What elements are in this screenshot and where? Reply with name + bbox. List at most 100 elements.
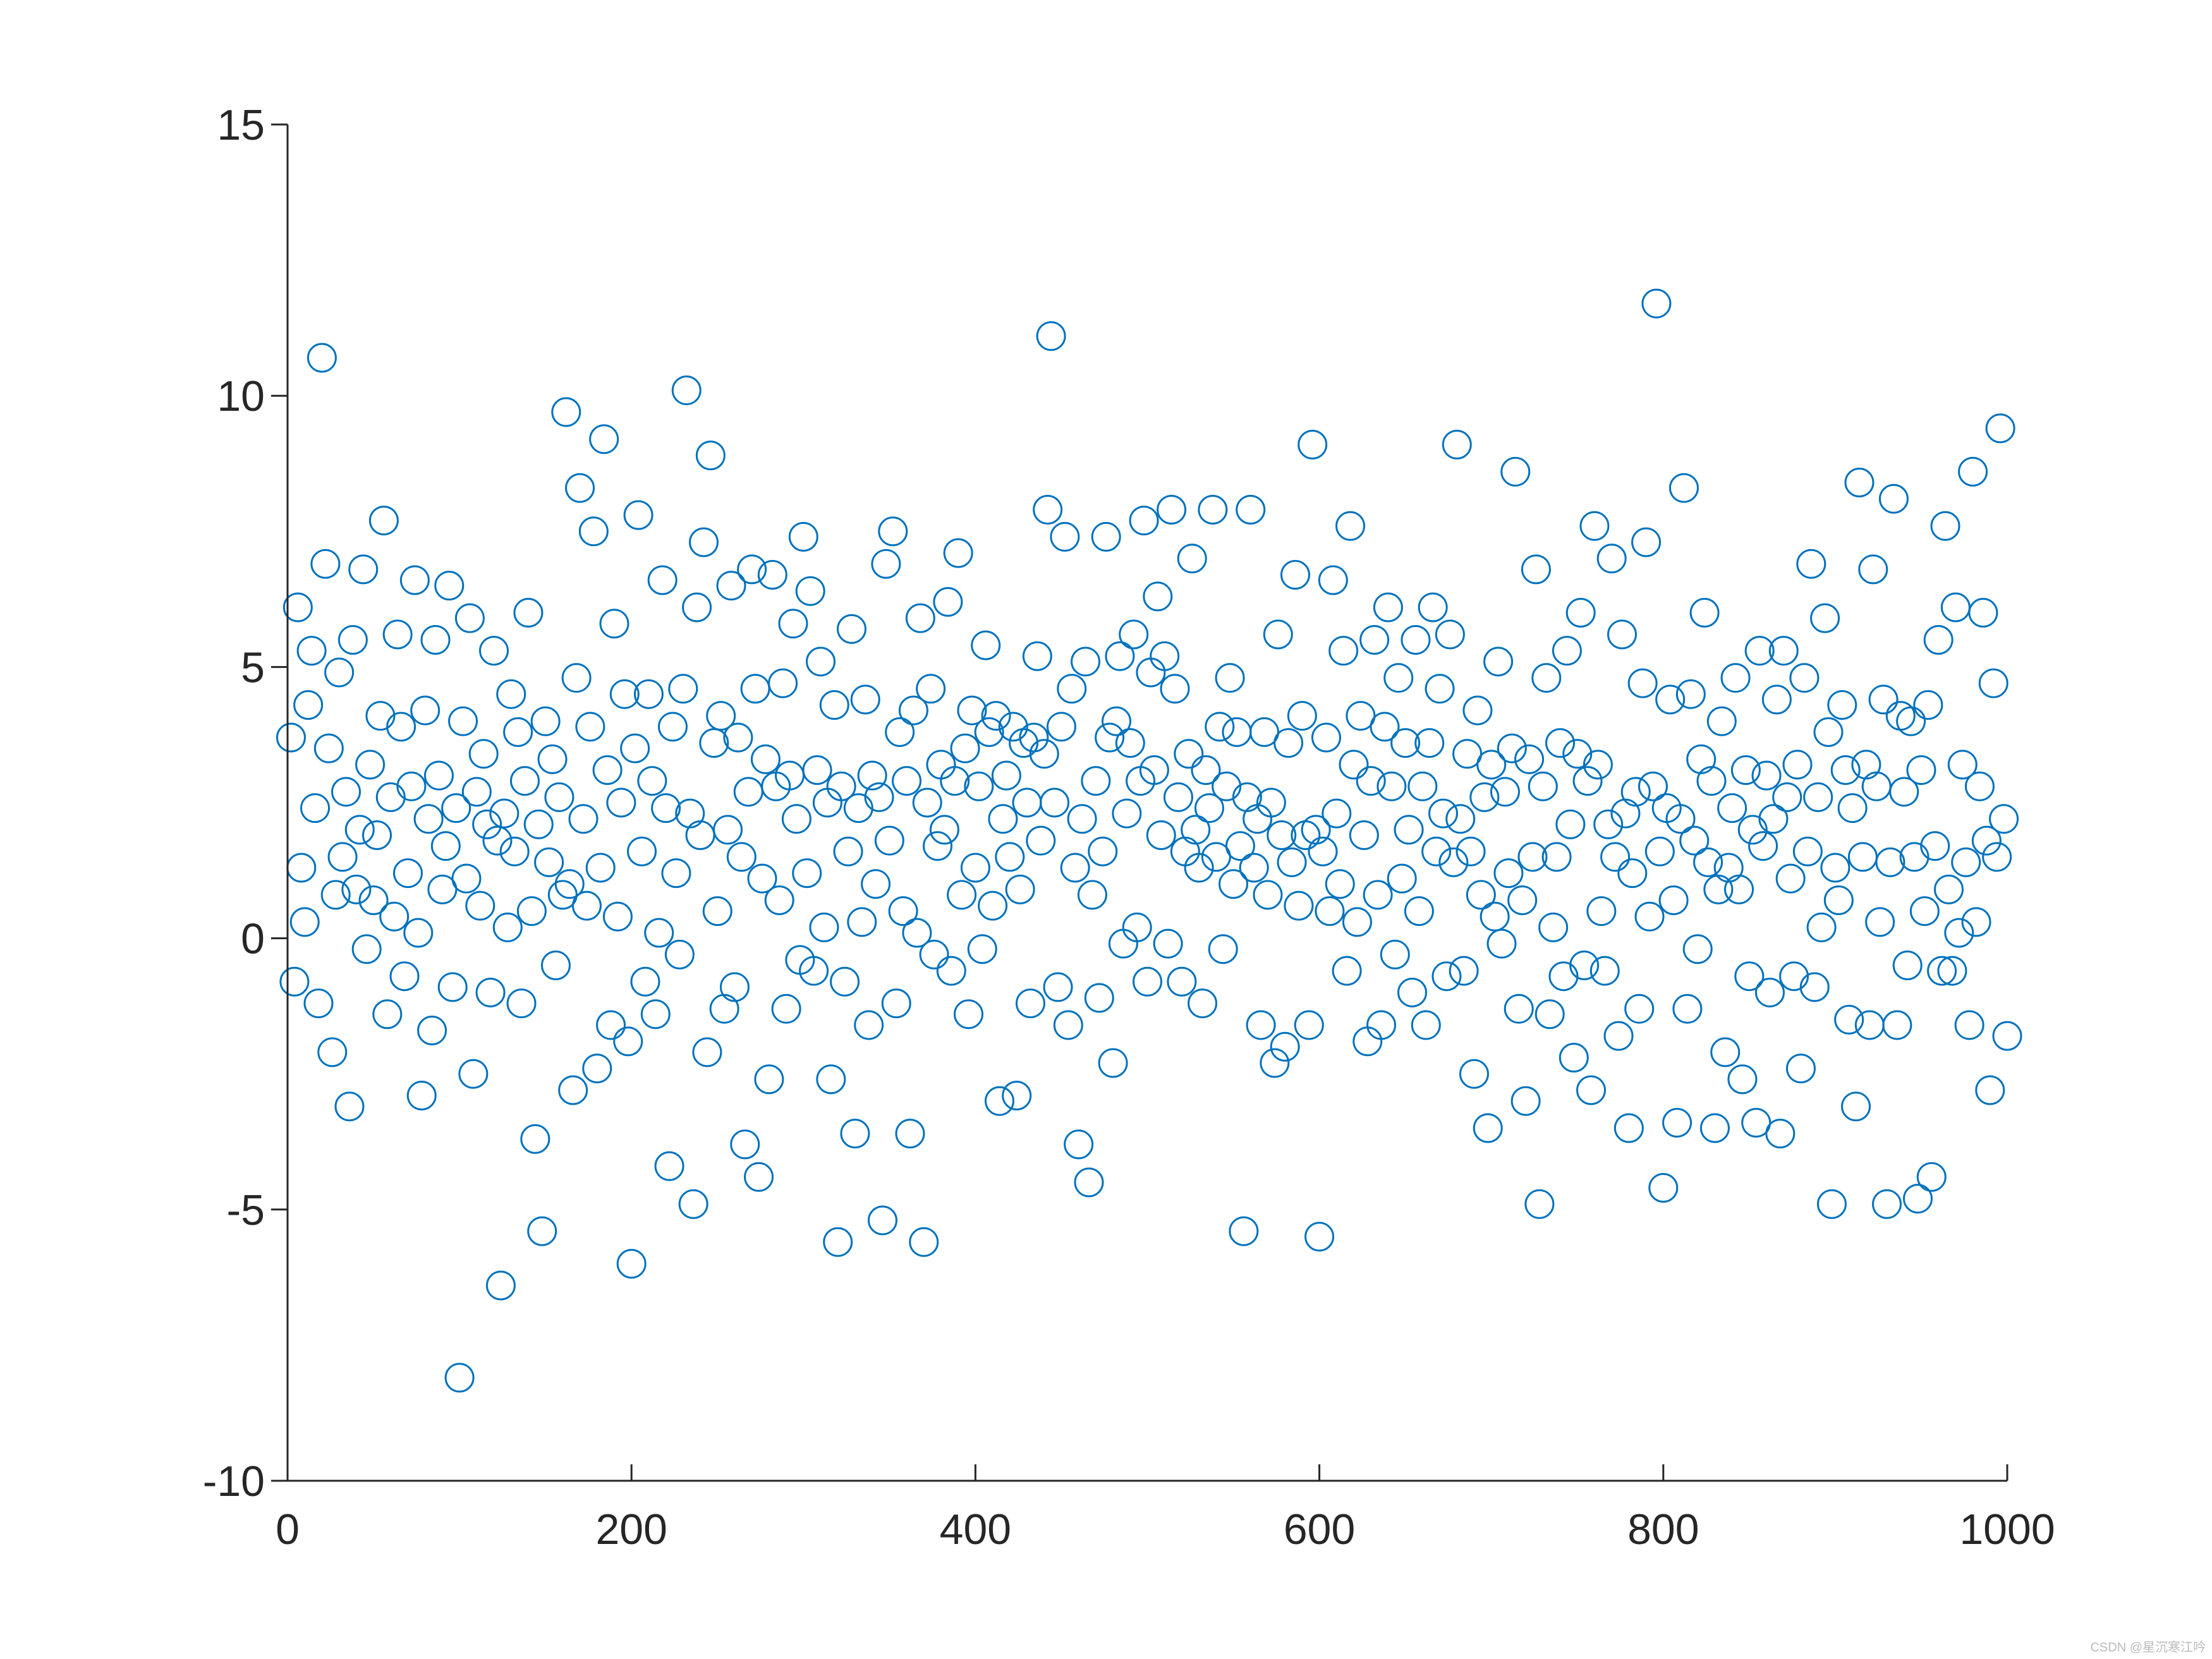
scatter-point bbox=[754, 1064, 784, 1095]
scatter-point bbox=[1734, 961, 1765, 992]
watermark: CSDN @星沉寒江吟 bbox=[2090, 1640, 2206, 1655]
scatter-point bbox=[737, 554, 767, 585]
scatter-point bbox=[644, 918, 674, 948]
scatter-point bbox=[1325, 869, 1355, 899]
scatter-point bbox=[967, 934, 997, 964]
scatter-point bbox=[358, 885, 389, 916]
scatter-point bbox=[671, 375, 702, 406]
scatter-point bbox=[1675, 679, 1706, 709]
scatter-point bbox=[558, 1075, 588, 1105]
scatter-point bbox=[310, 549, 341, 579]
scatter-point bbox=[1229, 1216, 1259, 1246]
scatter-point bbox=[468, 739, 499, 769]
scatter-point bbox=[1610, 798, 1641, 829]
scatter-point bbox=[1909, 896, 1940, 927]
scatter-point bbox=[1473, 1113, 1503, 1143]
scatter-point bbox=[1497, 733, 1527, 763]
scatter-point bbox=[1260, 1048, 1290, 1078]
scatter-point bbox=[1617, 858, 1648, 889]
scatter-point bbox=[606, 787, 636, 818]
scatter-point bbox=[1772, 782, 1802, 812]
scatter-point bbox=[1098, 1048, 1128, 1078]
scatter-point bbox=[1861, 771, 1892, 801]
scatter-point bbox=[809, 912, 839, 942]
scatter-point bbox=[475, 977, 506, 1007]
scatter-point bbox=[420, 624, 451, 655]
scatter-point bbox=[1026, 825, 1056, 856]
scatter-point bbox=[1071, 647, 1101, 677]
scatter-point bbox=[496, 679, 526, 709]
scatter-point bbox=[1273, 728, 1304, 758]
scatter-point bbox=[1758, 804, 1789, 834]
scatter-point bbox=[1177, 544, 1207, 574]
axes: -10 -5 0 5 10 15 0 200 400 600 800 1000 bbox=[203, 101, 2055, 1553]
scatter-point bbox=[971, 630, 1001, 660]
scatter-point bbox=[1982, 842, 2012, 872]
scatter-point bbox=[1243, 804, 1273, 834]
scatter-point bbox=[1401, 624, 1431, 655]
scatter-point bbox=[434, 571, 465, 601]
scatter-point bbox=[1813, 717, 1844, 747]
scatter-point bbox=[1930, 511, 1960, 541]
scatter-point bbox=[1015, 988, 1045, 1019]
scatter-point bbox=[713, 815, 743, 845]
scatter-point bbox=[1689, 598, 1720, 628]
scatter-point bbox=[1755, 977, 1785, 1007]
scatter-point bbox=[647, 565, 678, 595]
scatter-point bbox=[1672, 994, 1703, 1024]
scatter-point bbox=[857, 760, 887, 791]
scatter-point bbox=[768, 668, 798, 698]
scatter-point bbox=[1899, 842, 1929, 872]
scatter-point bbox=[1184, 853, 1214, 883]
scatter-point bbox=[1469, 782, 1500, 812]
scatter-point bbox=[1411, 1010, 1441, 1040]
scatter-point bbox=[888, 896, 918, 927]
scatter-point bbox=[1366, 1010, 1397, 1040]
scatter-point bbox=[1785, 1054, 1816, 1084]
scatter-point bbox=[909, 1227, 939, 1257]
scatter-point bbox=[568, 804, 599, 834]
scatter-point bbox=[1150, 641, 1180, 671]
scatter-point bbox=[1394, 815, 1424, 845]
scatter-point bbox=[1555, 809, 1586, 839]
scatter-point bbox=[1854, 1010, 1885, 1040]
scatter-point bbox=[1442, 429, 1472, 459]
scatter-point bbox=[289, 907, 320, 937]
scatter-point bbox=[1363, 880, 1393, 910]
scatter-point bbox=[276, 722, 306, 753]
scatter-point bbox=[1091, 521, 1121, 552]
scatter-point bbox=[609, 679, 640, 709]
scatter-point bbox=[916, 674, 946, 704]
scatter-point bbox=[1170, 836, 1200, 866]
scatter-point bbox=[1978, 668, 2008, 698]
scatter-point bbox=[503, 717, 533, 747]
scatter-point bbox=[417, 1016, 447, 1046]
scatter-point bbox=[1799, 972, 1830, 1002]
scatter-point bbox=[1277, 847, 1307, 877]
scatter-point bbox=[1641, 288, 1672, 319]
scatter-point bbox=[1256, 787, 1286, 818]
scatter-point bbox=[1562, 739, 1593, 769]
scatter-point bbox=[303, 988, 334, 1019]
scatter-point bbox=[1968, 598, 1998, 628]
scatter-point bbox=[1022, 641, 1052, 671]
scatter-point bbox=[850, 684, 880, 715]
scatter-point bbox=[1201, 842, 1231, 872]
scatter-point bbox=[864, 782, 894, 812]
scatter-point bbox=[1194, 793, 1224, 823]
scatter-point bbox=[1827, 690, 1857, 720]
scatter-point bbox=[861, 869, 891, 899]
scatter-point bbox=[1627, 668, 1658, 698]
scatter-point bbox=[1315, 896, 1345, 927]
scatter-point bbox=[334, 1091, 365, 1122]
scatter-point bbox=[978, 890, 1008, 921]
scatter-point bbox=[1964, 771, 1995, 801]
scatter-point bbox=[1095, 722, 1125, 753]
scatter-point bbox=[1531, 663, 1562, 693]
scatter-point bbox=[406, 1081, 437, 1111]
scatter-point bbox=[506, 988, 537, 1019]
scatter-point bbox=[1236, 494, 1266, 525]
scatter-point bbox=[1923, 624, 1954, 655]
scatter-point bbox=[1717, 793, 1747, 823]
